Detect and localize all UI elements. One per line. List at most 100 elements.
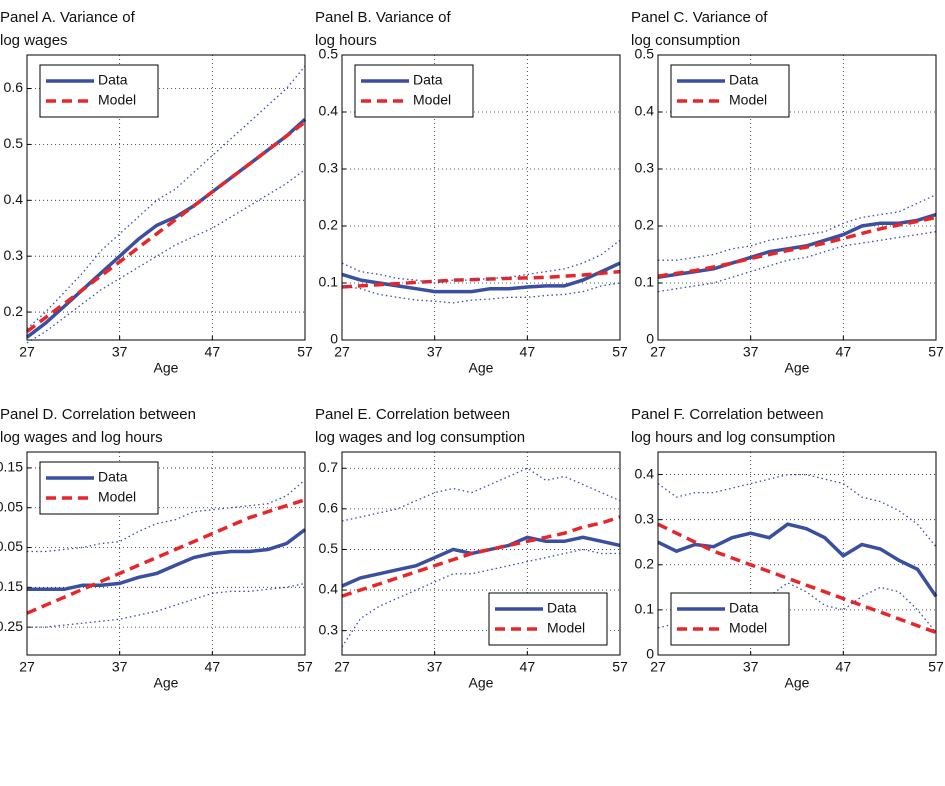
y-tick-label: 0.1 (319, 274, 339, 290)
legend-label: Data (547, 600, 577, 616)
legend-box (670, 592, 790, 646)
x-tick-label: 57 (297, 659, 313, 675)
panel: Panel A. Variance of log wages 0.2 0.3 0.4 0.… (0, 9, 313, 376)
x-tick-label: 47 (836, 344, 852, 360)
x-tick-label: 27 (650, 659, 666, 675)
panel-title: log hours and log consumption (631, 429, 835, 446)
y-tick-label: 0.4 (635, 103, 655, 119)
y-tick-label: 0.2 (635, 217, 655, 233)
x-tick-label: 37 (743, 659, 759, 675)
x-tick-label: 37 (427, 659, 443, 675)
axes-frame (341, 54, 621, 341)
x-axis-label: Age (469, 360, 494, 376)
panel: Panel F. Correlation between log hours an… (631, 406, 944, 691)
y-tick-label: 0.4 (319, 103, 339, 119)
y-tick-label: 0.1 (635, 601, 655, 617)
data-line (341, 261, 621, 294)
y-tick-label: 0.05 (0, 498, 23, 514)
data-line (26, 498, 306, 615)
axes-frame (341, 451, 621, 656)
legend-box (488, 592, 608, 646)
x-tick-label: 47 (520, 659, 536, 675)
x-tick-label: 27 (334, 344, 350, 360)
x-tick-label: 47 (205, 344, 221, 360)
legend-box (39, 461, 159, 515)
legend-label: Model (729, 92, 767, 108)
panel-title: log wages (0, 32, 68, 49)
panel-title: Panel F. Correlation between (631, 406, 824, 423)
axes-frame (26, 451, 306, 656)
x-tick-label: 57 (612, 659, 628, 675)
x-tick-label: 57 (928, 344, 944, 360)
axes-frame (657, 451, 937, 656)
x-axis-label: Age (469, 675, 494, 691)
data-line (341, 269, 621, 289)
legend-label: Model (98, 489, 136, 505)
data-line (341, 515, 621, 598)
y-tick-label: 0.5 (635, 46, 655, 62)
y-tick-label: 0.3 (319, 621, 339, 637)
y-tick-label: 0.2 (319, 217, 339, 233)
data-line (27, 528, 307, 592)
panel-title: log wages and log hours (0, 429, 163, 446)
x-tick-label: 37 (112, 344, 128, 360)
x-tick-label: 47 (205, 659, 221, 675)
data-line (657, 212, 937, 280)
y-tick-label: −0.05 (0, 538, 23, 554)
y-tick-label: 0.5 (319, 540, 339, 556)
panel: Panel C. Variance of log consumption 0 0.1 0… (631, 9, 944, 376)
axes-frame (26, 54, 306, 341)
y-tick-label: 0.15 (0, 459, 23, 475)
band-line (341, 282, 621, 304)
x-tick-label: 47 (520, 344, 536, 360)
x-tick-label: 47 (836, 659, 852, 675)
y-tick-label: 0.5 (4, 135, 24, 151)
legend-label: Model (729, 620, 767, 636)
x-tick-label: 57 (928, 659, 944, 675)
y-tick-label: −0.15 (0, 578, 23, 594)
y-tick-label: 0.3 (635, 510, 655, 526)
panel-title: Panel E. Correlation between (315, 406, 510, 423)
panel-title: Panel A. Variance of (0, 9, 136, 26)
legend-box (354, 64, 474, 118)
legend-box (670, 64, 790, 118)
y-tick-label: 0.3 (635, 160, 655, 176)
data-line (657, 522, 937, 635)
band-line (27, 479, 306, 553)
band-line (26, 65, 306, 330)
y-tick-label: 0.3 (4, 247, 24, 263)
panel-title: log wages and log consumption (315, 429, 525, 446)
y-tick-label: 0.2 (4, 303, 24, 319)
x-axis-label: Age (154, 360, 179, 376)
x-tick-label: 37 (743, 344, 759, 360)
y-tick-label: 0.1 (635, 274, 655, 290)
y-tick-label: −0.25 (0, 618, 23, 634)
x-tick-label: 37 (427, 344, 443, 360)
y-tick-label: 0.7 (319, 459, 339, 475)
y-tick-label: 0 (646, 646, 654, 662)
y-tick-label: 0.4 (635, 465, 655, 481)
y-tick-label: 0.4 (4, 191, 24, 207)
band-line (27, 582, 306, 628)
band-line (657, 582, 937, 633)
legend-label: Data (729, 600, 759, 616)
panel-title: log consumption (631, 32, 740, 49)
x-tick-label: 27 (334, 659, 350, 675)
x-axis-label: Age (154, 675, 179, 691)
panel: Panel B. Variance of log hours 0 0.1 0.2 0.3 0… (315, 9, 628, 376)
x-tick-label: 27 (19, 344, 35, 360)
x-tick-label: 37 (112, 659, 128, 675)
panel-title: log hours (315, 32, 377, 49)
legend-label: Model (98, 92, 136, 108)
band-line (341, 467, 621, 522)
x-tick-label: 27 (650, 344, 666, 360)
legend-label: Model (413, 92, 451, 108)
legend-label: Data (413, 72, 443, 88)
y-tick-label: 0.3 (319, 160, 339, 176)
panel: Panel E. Correlation between log wages an… (315, 406, 628, 691)
panel-title: Panel D. Correlation between (0, 406, 196, 423)
y-tick-label: 0.2 (635, 555, 655, 571)
panel: Panel D. Correlation between log wages an… (0, 406, 313, 691)
legend-label: Data (98, 72, 128, 88)
